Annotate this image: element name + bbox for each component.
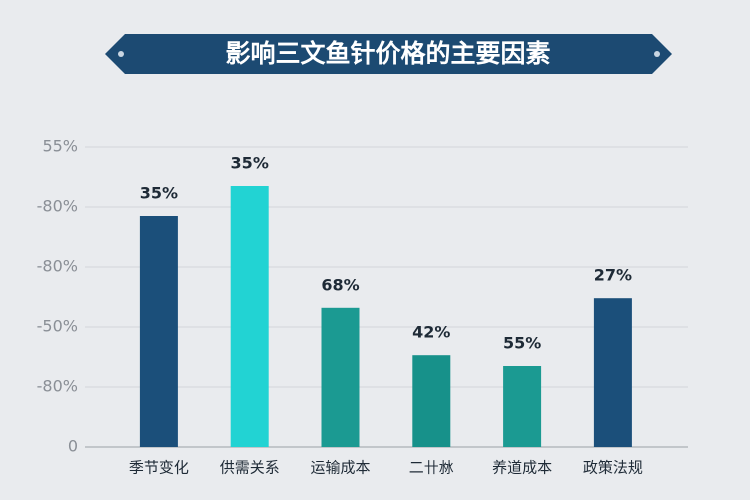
- y-tick-label: -80%: [37, 377, 78, 396]
- x-tick-label: 政策法规: [583, 459, 643, 477]
- data-annotation: 68%: [321, 275, 359, 294]
- bar: [412, 355, 451, 447]
- banner-rivet: [118, 51, 124, 57]
- chart-title: 影响三文鱼针价格的主要因素: [225, 39, 550, 68]
- x-tick-label: 运输成本: [310, 459, 370, 477]
- y-tick-label: -80%: [37, 257, 78, 276]
- x-tick-label: 季节变化: [129, 459, 189, 477]
- bar: [139, 216, 178, 447]
- y-tick-label: -80%: [37, 197, 78, 216]
- y-tick-label: 55%: [42, 137, 78, 156]
- y-tick-label: 0: [68, 437, 78, 456]
- x-tick-label: 供需关系: [220, 459, 280, 477]
- data-annotation: 27%: [594, 266, 632, 285]
- bar: [321, 307, 360, 447]
- data-annotation: 35%: [231, 154, 269, 173]
- data-annotation: 42%: [412, 323, 450, 342]
- title-banner: [105, 34, 672, 74]
- bar: [230, 186, 269, 447]
- data-annotation: 55%: [503, 334, 541, 353]
- banner-rivet: [654, 51, 660, 57]
- x-tick-label: 二卄沝: [409, 459, 454, 477]
- bar: [593, 298, 632, 447]
- y-tick-label: -50%: [37, 317, 78, 336]
- bar: [503, 366, 542, 447]
- x-tick-label: 养道成本: [492, 459, 552, 477]
- data-annotation: 35%: [140, 184, 178, 203]
